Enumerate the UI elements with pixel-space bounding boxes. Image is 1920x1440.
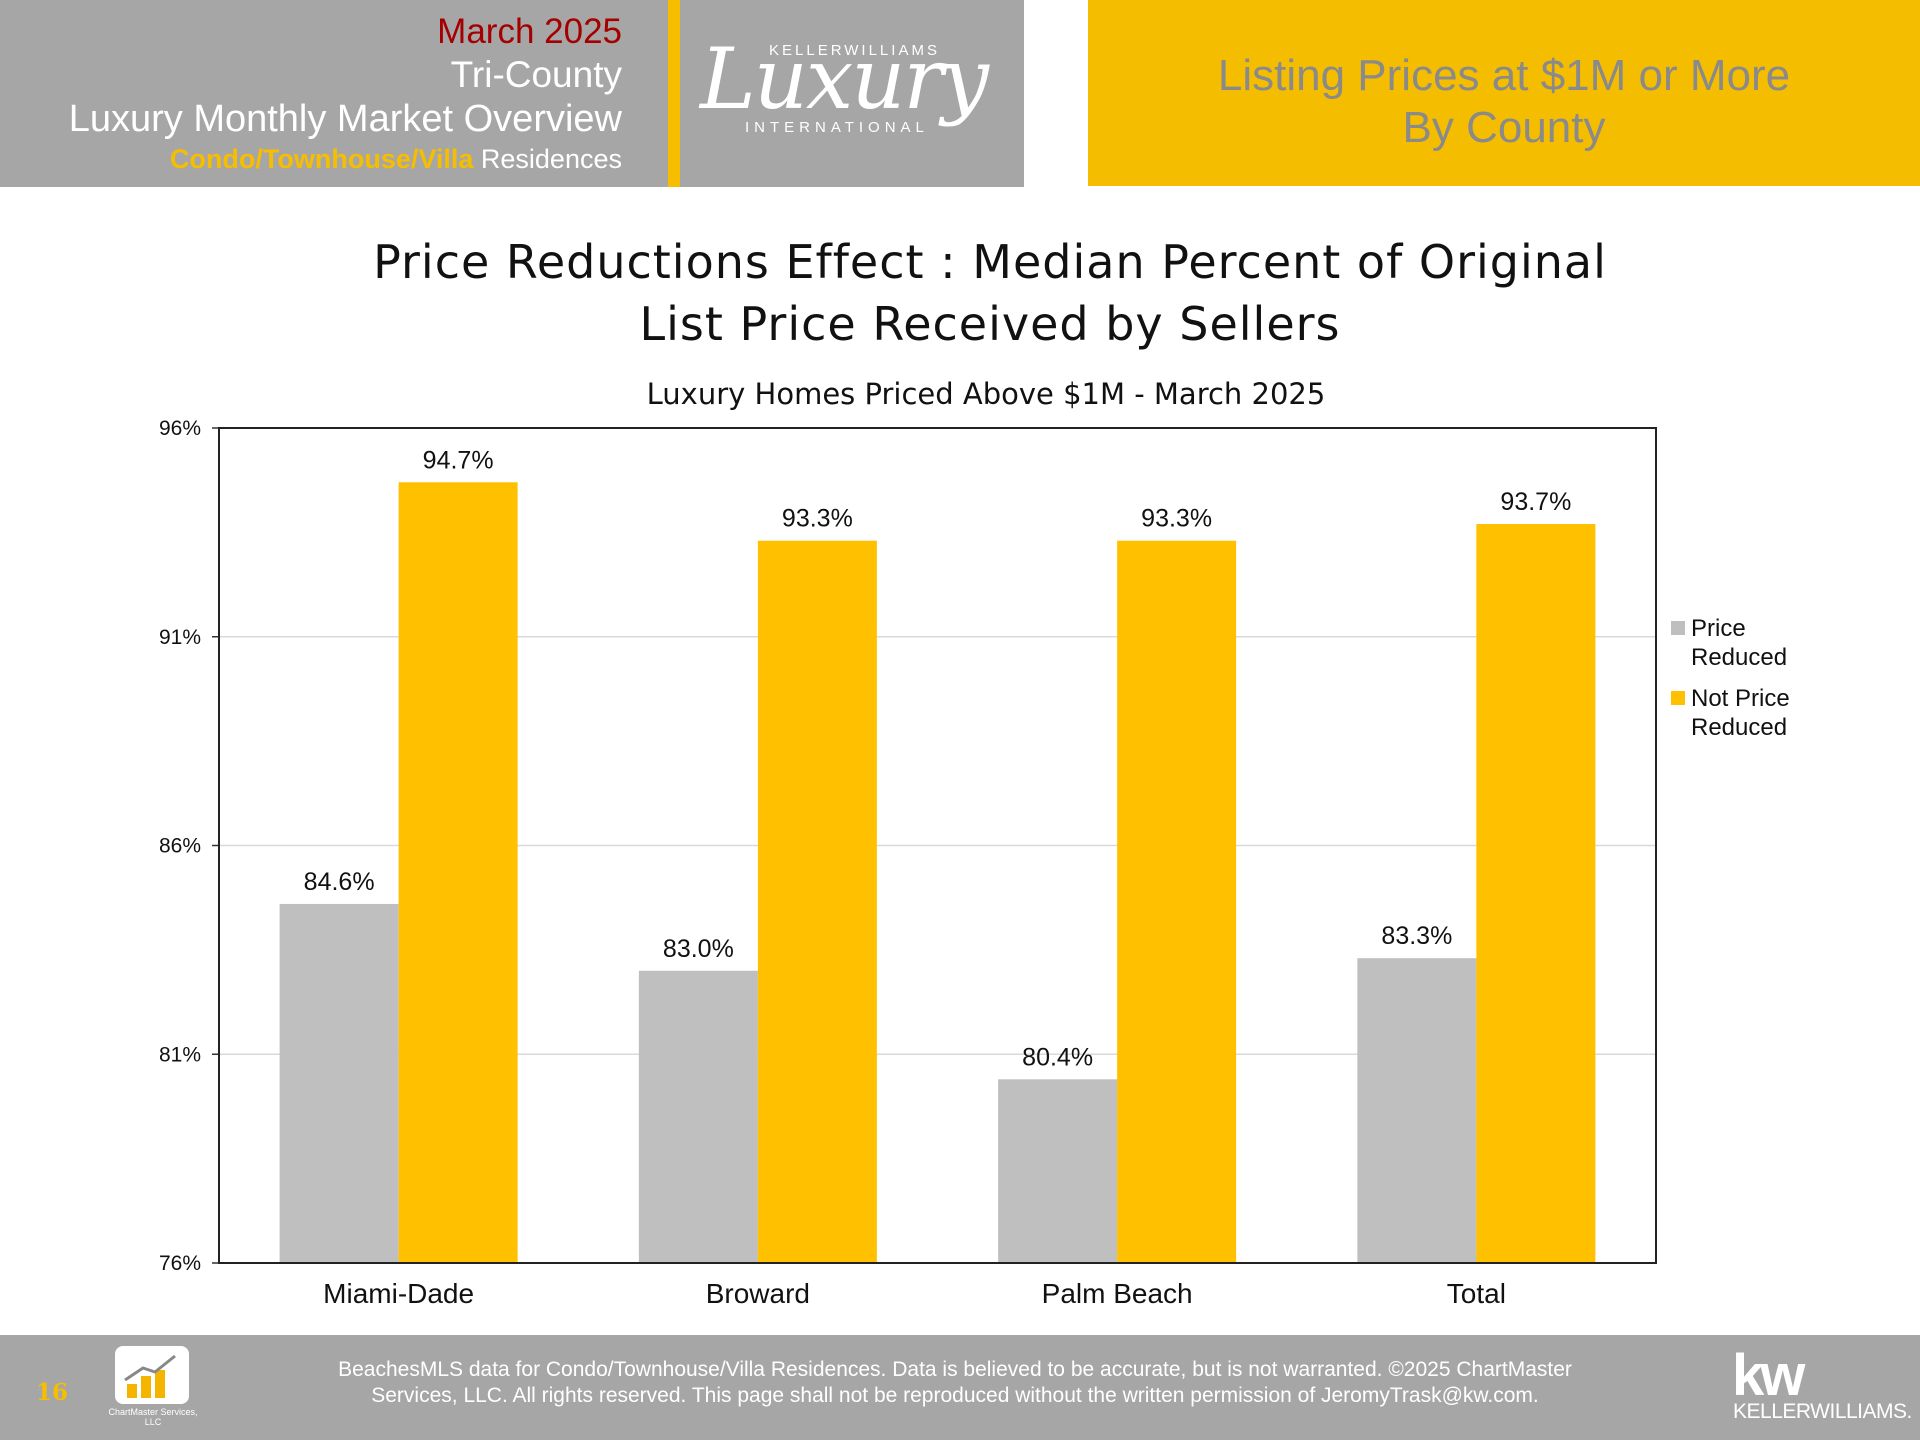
plot-area: 76% 81% 86% 91% 96% 84.6% 94.7% Miami-Dade 83.0%… <box>159 417 1790 1309</box>
legend-label: Not Price <box>1691 685 1790 712</box>
bar <box>1476 524 1596 1263</box>
data-label: 94.7% <box>423 446 494 474</box>
section-title-line2: By County <box>1402 103 1606 152</box>
chartmaster-logo-text: ChartMaster Services, LLC <box>108 1407 198 1427</box>
y-tick-label: 86% <box>159 835 201 858</box>
legend-label: Reduced <box>1691 714 1787 741</box>
chartmaster-logo-icon <box>115 1346 189 1404</box>
bar <box>1357 958 1477 1263</box>
bar <box>998 1079 1118 1263</box>
kw-logo-mark: kw <box>1732 1343 1805 1408</box>
data-label: 84.6% <box>304 868 375 896</box>
kw-logo-wordmark: KELLERWILLIAMS. <box>1733 1400 1912 1423</box>
chart-title-line2: List Price Received by Sellers <box>639 297 1340 351</box>
header-title-panel <box>1088 0 1920 186</box>
data-label: 93.7% <box>1500 488 1571 516</box>
legend-label: Reduced <box>1691 644 1787 671</box>
legend-swatch <box>1671 621 1685 635</box>
property-type: Condo/Townhouse/Villa Residences <box>170 144 622 175</box>
header-left-panel <box>0 0 668 187</box>
page-number: 16 <box>36 1379 69 1406</box>
report-region: Tri-County <box>450 54 622 95</box>
bar <box>638 970 758 1263</box>
report-month: March 2025 <box>437 12 622 51</box>
legend-swatch <box>1671 691 1685 705</box>
bar <box>279 903 399 1263</box>
x-category-label: Total <box>1447 1278 1506 1309</box>
logo-script-text: Luxury <box>700 30 989 128</box>
disclaimer-line2: Services, LLC. All rights reserved. This… <box>371 1384 1539 1407</box>
data-label: 93.3% <box>1141 505 1212 533</box>
x-category-label: Miami-Dade <box>323 1278 474 1309</box>
bar <box>1117 540 1237 1263</box>
plot-border <box>218 427 1657 1264</box>
property-type-highlight: Condo/Townhouse/Villa <box>169 144 474 174</box>
disclaimer-line1: BeachesMLS data for Condo/Townhouse/Vill… <box>338 1358 1572 1381</box>
footer-disclaimer: BeachesMLS data for Condo/Townhouse/Vill… <box>240 1357 1670 1409</box>
x-category-label: Palm Beach <box>1042 1278 1193 1309</box>
section-title-line1: Listing Prices at $1M or More <box>1217 51 1791 100</box>
bar <box>757 540 877 1263</box>
luxury-logo-panel <box>680 0 1024 187</box>
section-title: Listing Prices at $1M or More By County <box>1088 50 1920 154</box>
chartmaster-chart-icon <box>124 1354 176 1398</box>
data-label: 83.3% <box>1381 922 1452 950</box>
bar <box>398 482 518 1263</box>
logo-brand-text: KELLERWILLIAMS <box>769 42 940 59</box>
data-label: 93.3% <box>782 505 853 533</box>
legend-label: Price <box>1691 615 1746 642</box>
data-label: 83.0% <box>663 935 734 963</box>
x-category-label: Broward <box>706 1278 810 1309</box>
bar-chart: Price Reductions Effect : Median Percent… <box>159 235 1790 1309</box>
chart-subtitle: Luxury Homes Priced Above $1M - March 20… <box>647 377 1326 411</box>
y-tick-label: 91% <box>159 626 201 649</box>
chart-title-line1: Price Reductions Effect : Median Percent… <box>373 235 1607 289</box>
footer-bar <box>0 1335 1920 1440</box>
y-tick-label: 76% <box>159 1252 201 1275</box>
data-label: 80.4% <box>1022 1043 1093 1071</box>
report-overview-title: Luxury Monthly Market Overview <box>68 98 622 140</box>
logo-sub-text: INTERNATIONAL <box>745 119 929 136</box>
y-tick-label: 81% <box>159 1043 201 1066</box>
header-accent-bar <box>668 0 680 187</box>
property-type-rest: Residences <box>473 144 622 174</box>
y-tick-label: 96% <box>159 417 201 440</box>
